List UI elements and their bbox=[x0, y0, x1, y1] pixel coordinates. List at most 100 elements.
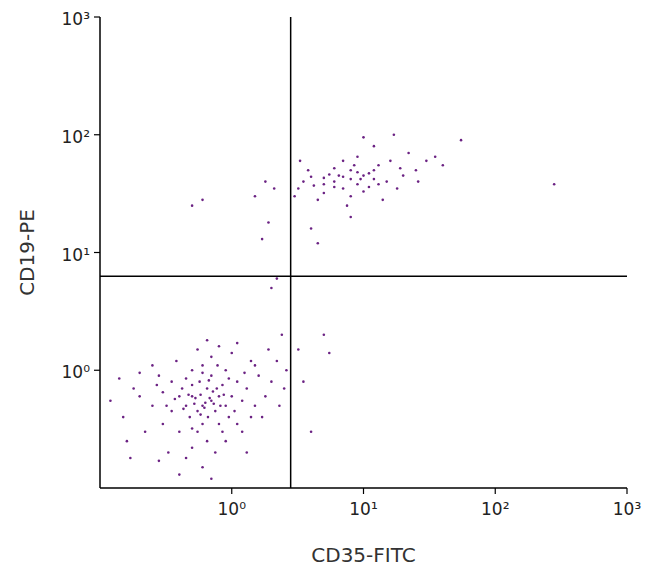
event-dot bbox=[219, 404, 222, 407]
event-dot bbox=[210, 477, 213, 480]
event-dot bbox=[191, 204, 194, 207]
event-dot bbox=[109, 400, 112, 403]
event-dot bbox=[323, 177, 326, 180]
event-dot bbox=[278, 404, 281, 407]
event-dot bbox=[349, 169, 352, 172]
event-dot bbox=[174, 398, 177, 401]
x-tick bbox=[495, 488, 496, 494]
event-dot bbox=[230, 352, 233, 355]
event-dot bbox=[212, 402, 215, 405]
event-dot bbox=[212, 390, 215, 393]
event-dot bbox=[349, 195, 352, 198]
event-dot bbox=[362, 136, 365, 139]
event-dot bbox=[218, 345, 221, 348]
event-dot bbox=[270, 287, 273, 290]
x-tick-label: 10³ bbox=[613, 499, 641, 519]
event-dot bbox=[181, 387, 184, 390]
event-dot bbox=[236, 342, 239, 345]
event-dot bbox=[162, 391, 165, 394]
event-dot bbox=[129, 457, 132, 460]
event-dot bbox=[368, 186, 371, 189]
x-axis-title: CD35-FITC bbox=[311, 543, 415, 567]
event-dot bbox=[218, 423, 221, 426]
event-dot bbox=[273, 187, 276, 190]
event-dot bbox=[224, 404, 227, 407]
event-dot bbox=[250, 360, 253, 363]
event-dot bbox=[191, 427, 194, 430]
event-dot bbox=[402, 174, 405, 177]
event-dot bbox=[359, 178, 362, 181]
event-dot bbox=[307, 169, 310, 172]
event-dot bbox=[194, 397, 197, 400]
event-dot bbox=[198, 380, 201, 383]
event-dot bbox=[156, 384, 159, 387]
event-dot bbox=[310, 431, 313, 434]
event-dot bbox=[302, 380, 305, 383]
event-dot bbox=[460, 139, 463, 142]
event-dot bbox=[313, 184, 316, 187]
event-dot bbox=[132, 387, 135, 390]
event-dot bbox=[210, 356, 213, 359]
event-dot bbox=[317, 199, 320, 202]
event-dot bbox=[333, 167, 336, 170]
event-dot bbox=[333, 180, 336, 183]
event-dot bbox=[385, 180, 388, 183]
event-dot bbox=[356, 155, 359, 158]
event-dot bbox=[178, 431, 181, 434]
event-dot bbox=[203, 406, 206, 409]
event-dot bbox=[178, 395, 181, 398]
event-dot bbox=[228, 416, 231, 419]
event-dot bbox=[199, 393, 202, 396]
event-dot bbox=[201, 364, 204, 367]
event-dot bbox=[241, 431, 244, 434]
y-tick bbox=[94, 370, 100, 371]
event-dot bbox=[122, 416, 125, 419]
event-dot bbox=[187, 393, 190, 396]
event-dot bbox=[264, 395, 267, 398]
event-dot bbox=[170, 410, 173, 413]
points bbox=[109, 133, 555, 480]
event-dot bbox=[214, 451, 217, 454]
event-dot bbox=[261, 238, 264, 241]
event-dot bbox=[224, 440, 227, 443]
event-dot bbox=[293, 195, 296, 198]
event-dot bbox=[201, 404, 204, 407]
y-tick bbox=[94, 134, 100, 135]
event-dot bbox=[210, 400, 213, 403]
event-dot bbox=[241, 400, 244, 403]
event-dot bbox=[399, 167, 402, 170]
event-dot bbox=[228, 377, 231, 380]
event-dot bbox=[373, 178, 376, 181]
event-dot bbox=[216, 387, 219, 390]
event-dot bbox=[276, 277, 279, 280]
event-dot bbox=[254, 364, 257, 367]
event-dot bbox=[299, 160, 302, 163]
event-dot bbox=[204, 401, 207, 404]
event-dot bbox=[389, 160, 392, 163]
x-tick bbox=[231, 488, 232, 494]
event-dot bbox=[267, 348, 270, 351]
event-dot bbox=[191, 369, 194, 372]
event-dot bbox=[196, 410, 199, 413]
event-dot bbox=[373, 145, 376, 148]
event-dot bbox=[196, 348, 199, 351]
event-dot bbox=[323, 183, 326, 186]
event-dot bbox=[151, 404, 154, 407]
event-dot bbox=[328, 173, 331, 176]
event-dot bbox=[221, 384, 224, 387]
event-dot bbox=[162, 423, 165, 426]
y-tick-label: 10⁰ bbox=[62, 362, 91, 382]
event-dot bbox=[333, 186, 336, 189]
y-tick-label: 10² bbox=[62, 127, 90, 147]
event-dot bbox=[393, 133, 396, 136]
event-dot bbox=[285, 369, 288, 372]
event-dot bbox=[373, 169, 376, 172]
event-dot bbox=[188, 416, 191, 419]
event-dot bbox=[302, 180, 305, 183]
event-dot bbox=[199, 413, 202, 416]
event-dot bbox=[216, 364, 219, 367]
event-dot bbox=[442, 164, 445, 167]
event-dot bbox=[167, 451, 170, 454]
event-dot bbox=[297, 348, 300, 351]
event-dot bbox=[257, 374, 260, 377]
